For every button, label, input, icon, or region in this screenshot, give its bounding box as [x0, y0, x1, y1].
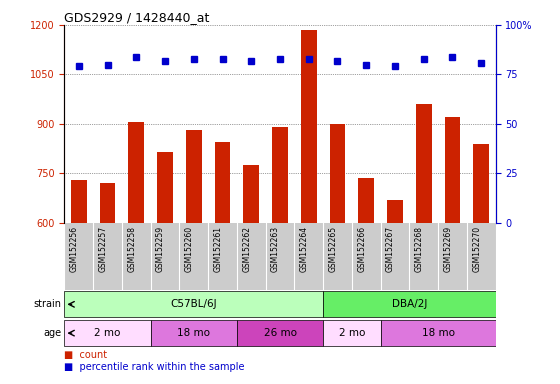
Bar	[244, 165, 259, 384]
Bar	[301, 30, 316, 384]
Text: GSM152269: GSM152269	[444, 226, 452, 272]
Bar	[387, 200, 403, 384]
Bar	[237, 320, 323, 346]
Bar	[330, 124, 346, 384]
Bar	[71, 180, 87, 384]
Bar	[323, 320, 381, 346]
Bar	[416, 104, 432, 384]
Text: GSM152259: GSM152259	[156, 226, 165, 272]
Text: 2 mo: 2 mo	[94, 328, 121, 338]
Text: GSM152262: GSM152262	[242, 226, 251, 272]
Text: 2 mo: 2 mo	[339, 328, 365, 338]
Bar	[128, 122, 144, 384]
Bar	[64, 291, 323, 317]
Bar	[381, 320, 496, 346]
Text: 18 mo: 18 mo	[422, 328, 455, 338]
Text: GSM152266: GSM152266	[357, 226, 366, 272]
Text: GSM152264: GSM152264	[300, 226, 309, 272]
Text: GSM152263: GSM152263	[271, 226, 280, 272]
Text: GSM152268: GSM152268	[415, 226, 424, 272]
Bar	[186, 131, 202, 384]
Text: age: age	[44, 328, 62, 338]
Bar	[151, 320, 237, 346]
Bar	[64, 320, 151, 346]
Text: GDS2929 / 1428440_at: GDS2929 / 1428440_at	[64, 11, 210, 24]
Bar	[100, 183, 115, 384]
Text: GSM152267: GSM152267	[386, 226, 395, 272]
Text: DBA/2J: DBA/2J	[391, 299, 427, 310]
Text: GSM152260: GSM152260	[185, 226, 194, 272]
Bar	[445, 117, 460, 384]
Text: ■  count: ■ count	[64, 349, 108, 359]
Bar	[473, 144, 489, 384]
Bar	[358, 178, 374, 384]
Bar	[272, 127, 288, 384]
Text: 26 mo: 26 mo	[264, 328, 296, 338]
Text: C57BL/6J: C57BL/6J	[170, 299, 217, 310]
Text: GSM152261: GSM152261	[213, 226, 222, 272]
Text: GSM152257: GSM152257	[99, 226, 108, 272]
Bar	[214, 142, 230, 384]
Text: ■  percentile rank within the sample: ■ percentile rank within the sample	[64, 362, 245, 372]
Text: strain: strain	[34, 299, 62, 310]
Text: GSM152258: GSM152258	[127, 226, 136, 272]
Text: 18 mo: 18 mo	[178, 328, 210, 338]
Bar	[157, 152, 173, 384]
Bar	[323, 291, 496, 317]
Text: GSM152265: GSM152265	[329, 226, 338, 272]
Text: GSM152256: GSM152256	[70, 226, 79, 272]
Text: GSM152270: GSM152270	[472, 226, 481, 272]
